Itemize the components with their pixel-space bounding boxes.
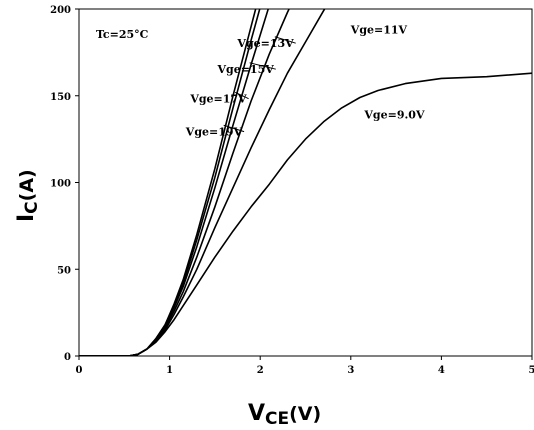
y-axis-label-unit: (A) [16,169,38,201]
y-axis-label-main: I [14,214,39,222]
x-tick-label: 0 [76,365,83,376]
series-label-vge-17v: Vge=17V [189,93,247,106]
condition-label: Tc=25°C [96,28,149,41]
label-leaders [223,36,296,133]
x-tick-label: 2 [257,365,264,376]
leader-line [249,62,276,70]
y-tick-label: 100 [50,179,71,190]
series-line-vge-11v [79,9,326,356]
x-tick-label: 1 [166,365,173,376]
y-tick-label: 200 [50,5,71,16]
leader-line [223,124,245,133]
x-axis-label-main: V [248,401,265,426]
series-label-vge-15v: Vge=15V [216,63,274,76]
leader-line [234,91,249,100]
y-tick-label: 0 [64,352,71,363]
series-label-vge-13v: Vge=13V [236,37,294,50]
plot-frame [78,8,533,357]
series-label-vge-19v: Vge=19V [185,126,243,139]
x-tick-label: 3 [347,365,354,376]
series-curves [79,9,532,356]
x-tick-label: 4 [438,365,445,376]
series-labels: Vge=13V Vge=15V Vge=17V Vge=19V Vge=11V Vge=9… [185,23,425,138]
series-line-vge-13v [79,9,290,356]
x-tick-label: 5 [529,365,534,376]
x-axis-label-unit: (V) [289,403,321,425]
x-axis-label: VCE(V) [248,401,321,429]
series-label-vge-11v: Vge=11V [350,23,408,36]
y-tick-label: 50 [57,265,71,276]
series-label-vge-9-0v: Vge=9.0V [363,108,425,121]
y-tick-label: 150 [50,92,71,103]
x-axis-label-sub: CE [265,409,289,429]
y-axis-label-sub: C [22,201,42,213]
leader-line [274,36,296,44]
y-axis-label: IC(A) [14,169,42,222]
series-line-vge-9-0v [79,72,532,356]
